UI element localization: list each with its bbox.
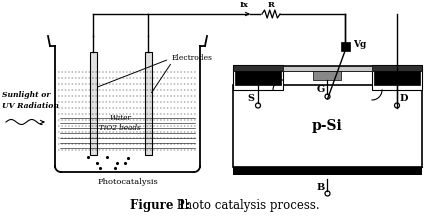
Text: Water: Water <box>109 114 131 122</box>
Bar <box>90 52 97 155</box>
Bar <box>373 71 419 85</box>
Bar <box>313 71 341 80</box>
Bar <box>340 42 349 51</box>
Text: D: D <box>399 94 407 103</box>
Text: Ix: Ix <box>239 1 248 9</box>
Text: G: G <box>316 85 324 94</box>
Bar <box>234 71 280 85</box>
Text: Photocatalysis: Photocatalysis <box>98 178 158 186</box>
Text: Electrodes: Electrodes <box>97 54 212 87</box>
Text: Vg: Vg <box>352 40 366 49</box>
Text: p-Si: p-Si <box>311 119 342 133</box>
Bar <box>371 65 421 90</box>
Bar <box>233 167 421 175</box>
Text: R: R <box>267 1 274 9</box>
Text: Figure 1:: Figure 1: <box>130 199 190 212</box>
Text: S: S <box>247 94 254 103</box>
Text: n+: n+ <box>249 70 266 81</box>
Text: UV Radiation: UV Radiation <box>2 102 59 110</box>
Text: Sunlight or: Sunlight or <box>2 91 50 99</box>
Text: TiO2 beads: TiO2 beads <box>99 124 141 132</box>
Text: Photo catalysis process.: Photo catalysis process. <box>172 199 319 212</box>
Text: B: B <box>316 183 324 192</box>
Text: n+: n+ <box>387 70 405 81</box>
Bar <box>144 52 152 155</box>
Bar <box>233 85 421 167</box>
Bar <box>233 65 283 90</box>
Bar <box>233 65 421 71</box>
Bar <box>283 66 371 71</box>
